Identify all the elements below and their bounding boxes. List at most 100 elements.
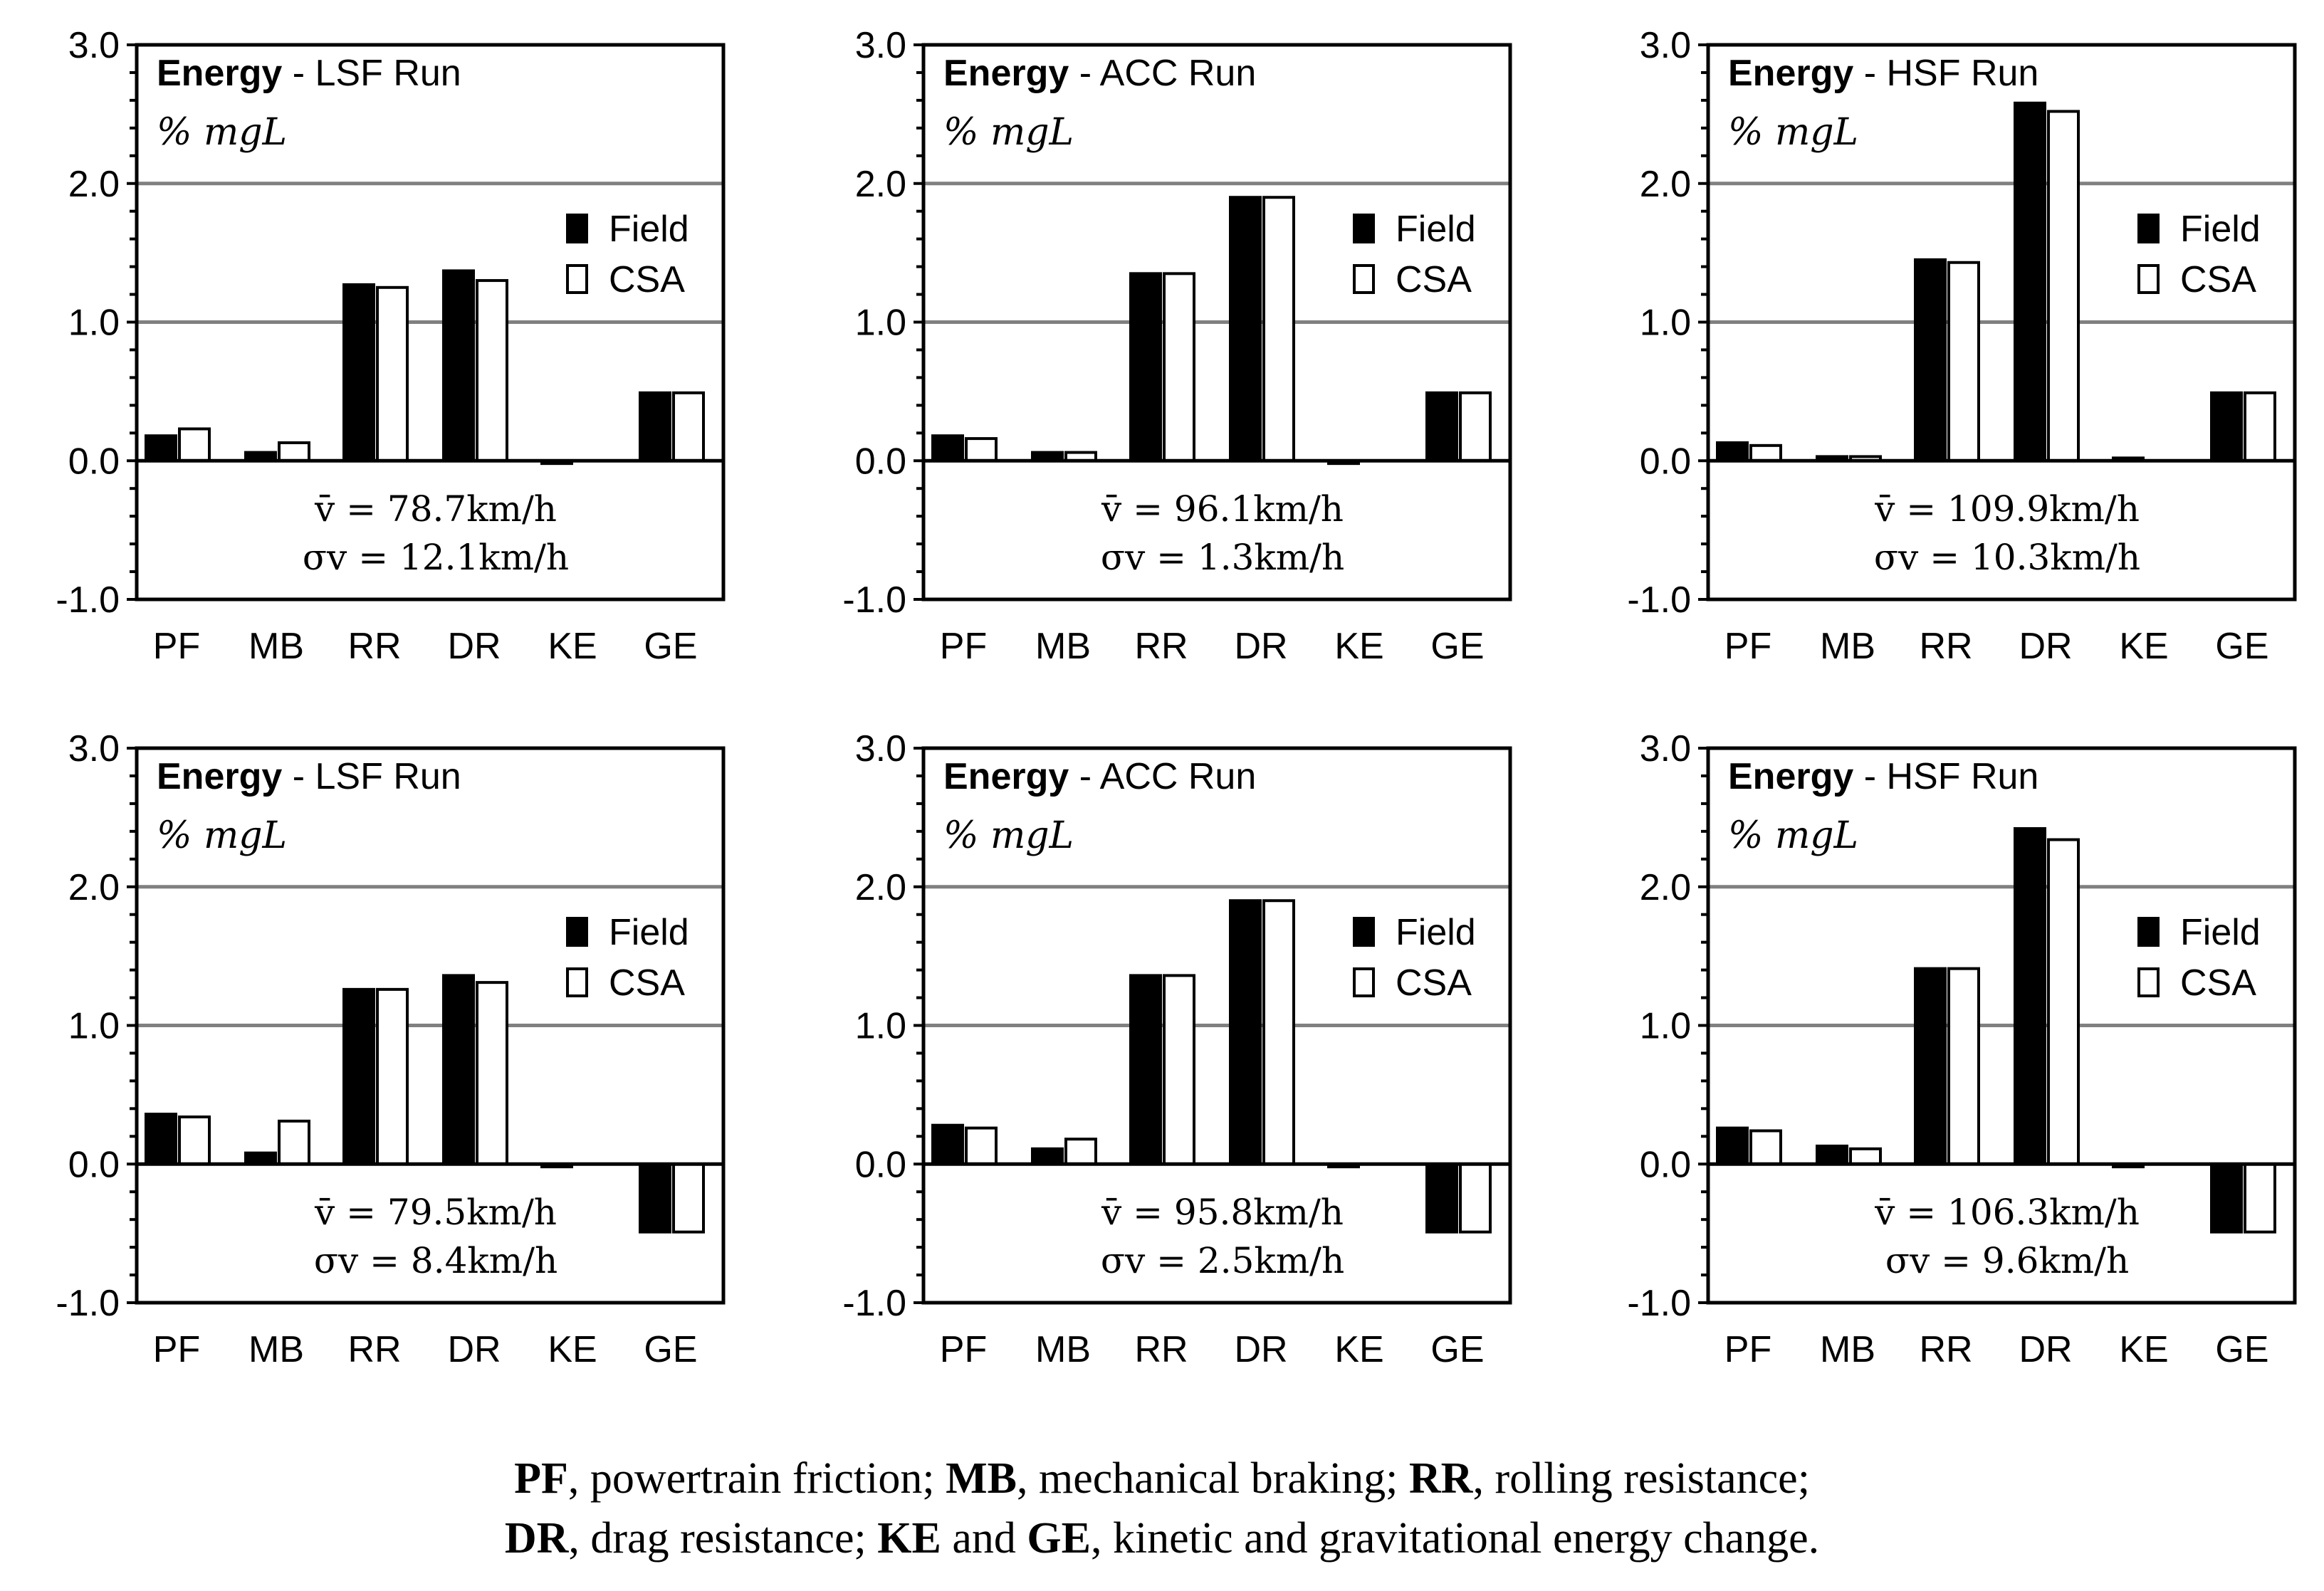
p1-bar-csa-mb bbox=[278, 441, 310, 463]
p2-y-tick-label: -1.0 bbox=[842, 579, 906, 621]
p4-x-tick-label-ke: KE bbox=[548, 1329, 597, 1370]
p3-x-tick-label-dr: DR bbox=[2019, 626, 2072, 667]
p3-legend-label-field: Field bbox=[2180, 209, 2261, 250]
chart-panel-6: 3.0 2.0 1.0 0.0 -1.0 PF MB RR DR KE GE Energy - HSF… bbox=[1627, 728, 2297, 1370]
p6-bar-csa-pf bbox=[1749, 1129, 1782, 1166]
p5-x-tick-label-dr: DR bbox=[1234, 1329, 1287, 1370]
p2-legend-label-csa: CSA bbox=[1396, 259, 1472, 300]
p6-legend-swatch-csa bbox=[2137, 967, 2160, 997]
p6-title-rest: - HSF Run bbox=[1853, 756, 2038, 797]
chart-panel-1: 3.0 2.0 1.0 0.0 -1.0 PF MB RR DR KE GE Energy - LSF… bbox=[56, 25, 726, 667]
p1-title-rest: - LSF Run bbox=[282, 53, 461, 94]
p1-y-tick-label: 0.0 bbox=[68, 441, 120, 482]
caption-term-mb: MB bbox=[946, 1454, 1017, 1503]
p5-x-tick-label-mb: MB bbox=[1035, 1329, 1091, 1370]
p6-y-tick-label: -1.0 bbox=[1627, 1283, 1691, 1324]
p4-unit-label: % mgL bbox=[157, 814, 287, 857]
p3-bar-field-rr bbox=[1914, 258, 1947, 463]
p1-legend-label-field: Field bbox=[609, 209, 689, 250]
p2-x-tick-label-ge: GE bbox=[1430, 626, 1484, 667]
p5-x-tick-label-ke: KE bbox=[1334, 1329, 1383, 1370]
p1-bar-field-dr bbox=[442, 269, 475, 463]
p5-bar-field-mb bbox=[1031, 1147, 1064, 1166]
p6-x-tick-label-ge: GE bbox=[2215, 1329, 2268, 1370]
p3-bar-field-dr bbox=[2014, 101, 2046, 463]
p3-y-tick-label: -1.0 bbox=[1627, 579, 1691, 621]
p4-title-rest: - LSF Run bbox=[282, 756, 461, 797]
p4-y-tick-label: 0.0 bbox=[68, 1144, 120, 1185]
p2-x-tick-label-pf: PF bbox=[940, 626, 987, 667]
p2-bar-csa-dr bbox=[1262, 196, 1295, 463]
p6-legend-label-field: Field bbox=[2180, 912, 2261, 953]
caption-line-2: DR, drag resistance; KE and GE, kinetic … bbox=[0, 1508, 2324, 1568]
p5-title-rest: - ACC Run bbox=[1069, 756, 1256, 797]
p1-title-bold: Energy bbox=[157, 53, 282, 94]
p4-bar-csa-dr bbox=[476, 981, 508, 1166]
p1-bar-field-rr bbox=[342, 283, 375, 463]
p3-legend-swatch-csa bbox=[2137, 264, 2160, 294]
p2-title-bold: Energy bbox=[943, 53, 1069, 94]
p6-y-tick-label: 2.0 bbox=[1640, 867, 1691, 908]
chart-panel-4: 3.0 2.0 1.0 0.0 -1.0 PF MB RR DR KE GE Energy - LSF… bbox=[56, 728, 726, 1370]
p1-annotation-mean-speed: v̄ = 78.7km/h bbox=[314, 488, 557, 530]
p1-bar-csa-ge bbox=[672, 391, 705, 463]
p5-bar-field-rr bbox=[1129, 974, 1162, 1166]
caption-line-1: PF, powertrain friction; MB, mechanical … bbox=[0, 1449, 2324, 1508]
p2-legend-swatch-field bbox=[1353, 214, 1375, 243]
p6-title: Energy - HSF Run bbox=[1728, 756, 2038, 797]
p3-bar-field-pf bbox=[1716, 441, 1749, 463]
p2-bar-field-pf bbox=[931, 434, 964, 463]
p2-bar-field-rr bbox=[1129, 272, 1162, 463]
p5-bar-csa-ge bbox=[1459, 1162, 1492, 1234]
p6-x-tick-label-rr: RR bbox=[1919, 1329, 1972, 1370]
caption-text: , drag resistance; bbox=[568, 1514, 878, 1563]
p6-bar-field-dr bbox=[2014, 826, 2046, 1166]
p4-legend-swatch-field bbox=[566, 917, 588, 947]
p4-bar-field-dr bbox=[442, 974, 475, 1166]
p1-annotation-speed-sd: σv = 12.1km/h bbox=[303, 537, 569, 578]
p5-y-tick-label: 0.0 bbox=[855, 1144, 906, 1185]
p5-x-tick-label-ge: GE bbox=[1430, 1329, 1484, 1370]
p6-bar-csa-mb bbox=[1849, 1147, 1882, 1166]
p5-legend-swatch-csa bbox=[1353, 967, 1375, 997]
p1-y-tick-label: 2.0 bbox=[68, 164, 120, 205]
p5-title: Energy - ACC Run bbox=[943, 756, 1256, 797]
p3-x-tick-label-ge: GE bbox=[2215, 626, 2268, 667]
p3-unit-label: % mgL bbox=[1728, 111, 1858, 154]
caption-text: , rolling resistance; bbox=[1472, 1454, 1810, 1503]
p5-legend-label-field: Field bbox=[1396, 912, 1476, 953]
p2-x-tick-label-ke: KE bbox=[1334, 626, 1383, 667]
p3-bar-field-ge bbox=[2210, 391, 2243, 463]
caption-text: , powertrain friction; bbox=[567, 1454, 946, 1503]
p4-annotation-mean-speed: v̄ = 79.5km/h bbox=[314, 1192, 557, 1233]
p2-legend-label-field: Field bbox=[1396, 209, 1476, 250]
p3-y-tick-label: 2.0 bbox=[1640, 164, 1691, 205]
p5-y-tick-label: -1.0 bbox=[842, 1283, 906, 1324]
p5-bar-csa-mb bbox=[1064, 1138, 1097, 1166]
p1-x-tick-label-rr: RR bbox=[347, 626, 401, 667]
p6-y-tick-label: 0.0 bbox=[1640, 1144, 1691, 1185]
p5-title-bold: Energy bbox=[943, 756, 1069, 797]
p2-bar-field-ge bbox=[1425, 391, 1458, 463]
p5-bar-csa-dr bbox=[1262, 899, 1295, 1166]
p6-legend-swatch-field bbox=[2137, 917, 2160, 947]
p6-title-bold: Energy bbox=[1728, 756, 1853, 797]
caption-text: and bbox=[941, 1514, 1027, 1563]
caption-term-pf: PF bbox=[514, 1454, 568, 1503]
p5-x-tick-label-pf: PF bbox=[940, 1329, 987, 1370]
p2-y-tick-label: 2.0 bbox=[855, 164, 906, 205]
p2-bar-csa-ge bbox=[1459, 391, 1492, 463]
p3-x-tick-label-rr: RR bbox=[1919, 626, 1972, 667]
p4-bar-csa-mb bbox=[278, 1119, 310, 1166]
p2-title: Energy - ACC Run bbox=[943, 53, 1256, 94]
p6-bar-field-ge bbox=[2210, 1162, 2243, 1234]
p6-bar-field-pf bbox=[1716, 1126, 1749, 1166]
p2-y-tick-label: 3.0 bbox=[855, 25, 906, 66]
caption-term-ke: KE bbox=[877, 1514, 941, 1563]
p3-bar-csa-rr bbox=[1947, 261, 1980, 463]
p6-annotation-mean-speed: v̄ = 106.3km/h bbox=[1874, 1192, 2140, 1233]
p4-bar-field-ge bbox=[639, 1162, 671, 1234]
caption-term-dr: DR bbox=[504, 1514, 569, 1563]
chart-panel-5: 3.0 2.0 1.0 0.0 -1.0 PF MB RR DR KE GE Energy - ACC… bbox=[842, 728, 1512, 1370]
